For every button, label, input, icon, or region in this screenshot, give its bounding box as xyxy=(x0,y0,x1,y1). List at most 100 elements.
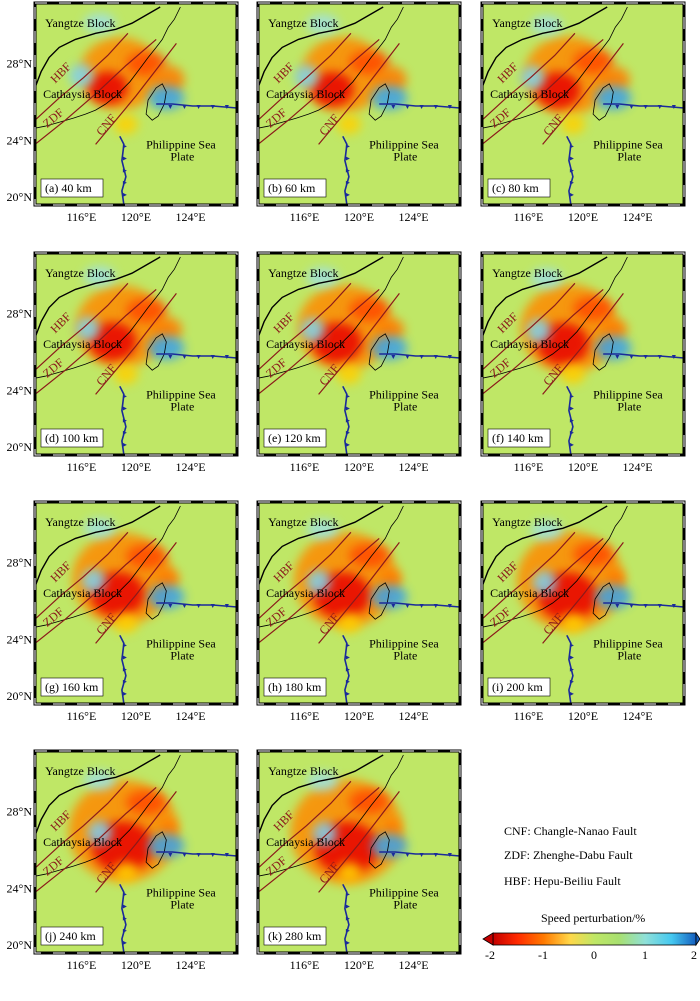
cathaysia-label: Cathaysia Block xyxy=(266,337,345,351)
trench-line xyxy=(342,634,350,704)
lon-tick-label: 116°E xyxy=(514,460,544,474)
cathaysia-label: Cathaysia Block xyxy=(43,337,122,351)
trench-line xyxy=(119,883,127,953)
hbf-fault-line xyxy=(35,32,129,121)
philippine-label: Plate xyxy=(393,898,417,912)
anomaly-blob xyxy=(336,114,362,135)
philippine-label: Philippine Sea xyxy=(369,636,439,650)
trench-tooth xyxy=(210,604,215,609)
trench-tooth xyxy=(569,655,574,660)
trench-line xyxy=(603,103,684,109)
hbf-fault-line xyxy=(35,780,129,869)
trench-tooth xyxy=(671,604,676,609)
lat-tick-label: 24°N xyxy=(7,881,33,895)
anomaly-blob xyxy=(336,364,362,385)
trench-tooth xyxy=(122,928,127,933)
trench-tooth xyxy=(122,643,127,648)
anomaly-blob xyxy=(88,322,137,361)
trench-tooth xyxy=(447,355,452,360)
philippine-label: Plate xyxy=(617,400,641,414)
hbf-fault-line xyxy=(482,32,576,121)
panel-label: (e) 120 km xyxy=(268,431,321,445)
lon-tick-label: 124°E xyxy=(398,958,428,972)
zdf-fault-line xyxy=(482,38,604,145)
block-boundary xyxy=(35,256,161,339)
taiwan-outline xyxy=(592,83,614,121)
taiwan-outline xyxy=(368,582,390,620)
map-frame-dash xyxy=(34,2,238,206)
trench-tooth xyxy=(196,355,201,360)
panel-label-box xyxy=(487,428,551,448)
trench-line xyxy=(342,385,350,455)
zdf-fault-line xyxy=(482,288,604,395)
trench-tooth xyxy=(657,105,662,110)
hbf-fault-line xyxy=(258,282,352,371)
trench-tooth xyxy=(224,355,229,360)
cnf-fault-line xyxy=(542,293,624,395)
trench-tooth xyxy=(122,168,127,173)
colorbar-tick: 0 xyxy=(591,948,597,962)
coastline xyxy=(482,505,628,628)
yangtze-label: Yangtze Block xyxy=(492,515,562,529)
anomaly-blob xyxy=(530,268,563,289)
map-panel: Yangtze Block Cathaysia Block Philippine S… xyxy=(256,1,462,224)
cathaysia-label: Cathaysia Block xyxy=(266,586,345,600)
philippine-label: Plate xyxy=(617,150,641,164)
trench-tooth xyxy=(122,406,127,411)
philippine-label: Philippine Sea xyxy=(369,885,439,899)
taiwan-outline xyxy=(145,831,167,869)
trench-line xyxy=(566,634,574,704)
cnf-fault-line xyxy=(95,791,177,893)
yangtze-label: Yangtze Block xyxy=(268,515,338,529)
block-boundary xyxy=(35,505,161,588)
map-frame-dash xyxy=(257,252,461,456)
trench-tooth xyxy=(345,916,350,921)
anomaly-blob xyxy=(336,862,362,883)
hbf-fault-line xyxy=(258,531,352,620)
anomaly-field xyxy=(35,256,237,455)
trench-tooth xyxy=(569,156,574,161)
trench-tooth xyxy=(629,355,634,360)
trench-tooth xyxy=(182,355,187,360)
cnf-fault-line xyxy=(542,542,624,644)
trench-tooth xyxy=(122,892,127,897)
trench-tooth xyxy=(345,180,350,185)
anomaly-blob xyxy=(113,364,139,385)
philippine-label: Philippine Sea xyxy=(146,137,216,151)
trench-line xyxy=(566,385,574,455)
anomaly-blob xyxy=(310,71,354,107)
trench-line xyxy=(379,851,460,857)
lat-tick-label: 28°N xyxy=(7,57,33,71)
philippine-label: Philippine Sea xyxy=(146,885,216,899)
trench-tooth xyxy=(405,105,410,110)
trench-tooth xyxy=(122,679,127,684)
cnf-fault-line xyxy=(318,43,400,145)
anomaly-blob xyxy=(75,316,100,341)
zdf-fault-line xyxy=(35,288,157,395)
cnf-fault-line xyxy=(95,43,177,145)
hbf-fault-line xyxy=(35,282,129,371)
map-panel: Yangtze Block Cathaysia Block Philippine S… xyxy=(7,500,239,723)
anomaly-blob xyxy=(312,821,337,846)
yangtze-label: Yangtze Block xyxy=(45,16,115,30)
trench-tooth xyxy=(196,105,201,110)
anomaly-blob xyxy=(306,519,339,540)
trench-tooth xyxy=(345,643,350,648)
cnf-fault-line xyxy=(95,293,177,395)
lon-tick-label: 120°E xyxy=(344,460,374,474)
lon-tick-label: 124°E xyxy=(398,709,428,723)
trench-tooth xyxy=(345,394,350,399)
anomaly-blob xyxy=(148,335,185,361)
trench-tooth xyxy=(447,853,452,858)
trench-tooth xyxy=(569,442,574,447)
panel-label: (g) 160 km xyxy=(45,680,99,694)
colorbar-tick: 2 xyxy=(691,948,697,962)
trench-tooth xyxy=(569,192,574,197)
panel-label: (i) 200 km xyxy=(492,680,543,694)
lon-tick-label: 116°E xyxy=(290,709,320,723)
trench-tooth xyxy=(433,355,438,360)
panel-label: (f) 140 km xyxy=(492,431,544,445)
philippine-label: Philippine Sea xyxy=(593,387,663,401)
colorbar-tick: -2 xyxy=(485,948,495,962)
colorbar xyxy=(482,931,700,947)
